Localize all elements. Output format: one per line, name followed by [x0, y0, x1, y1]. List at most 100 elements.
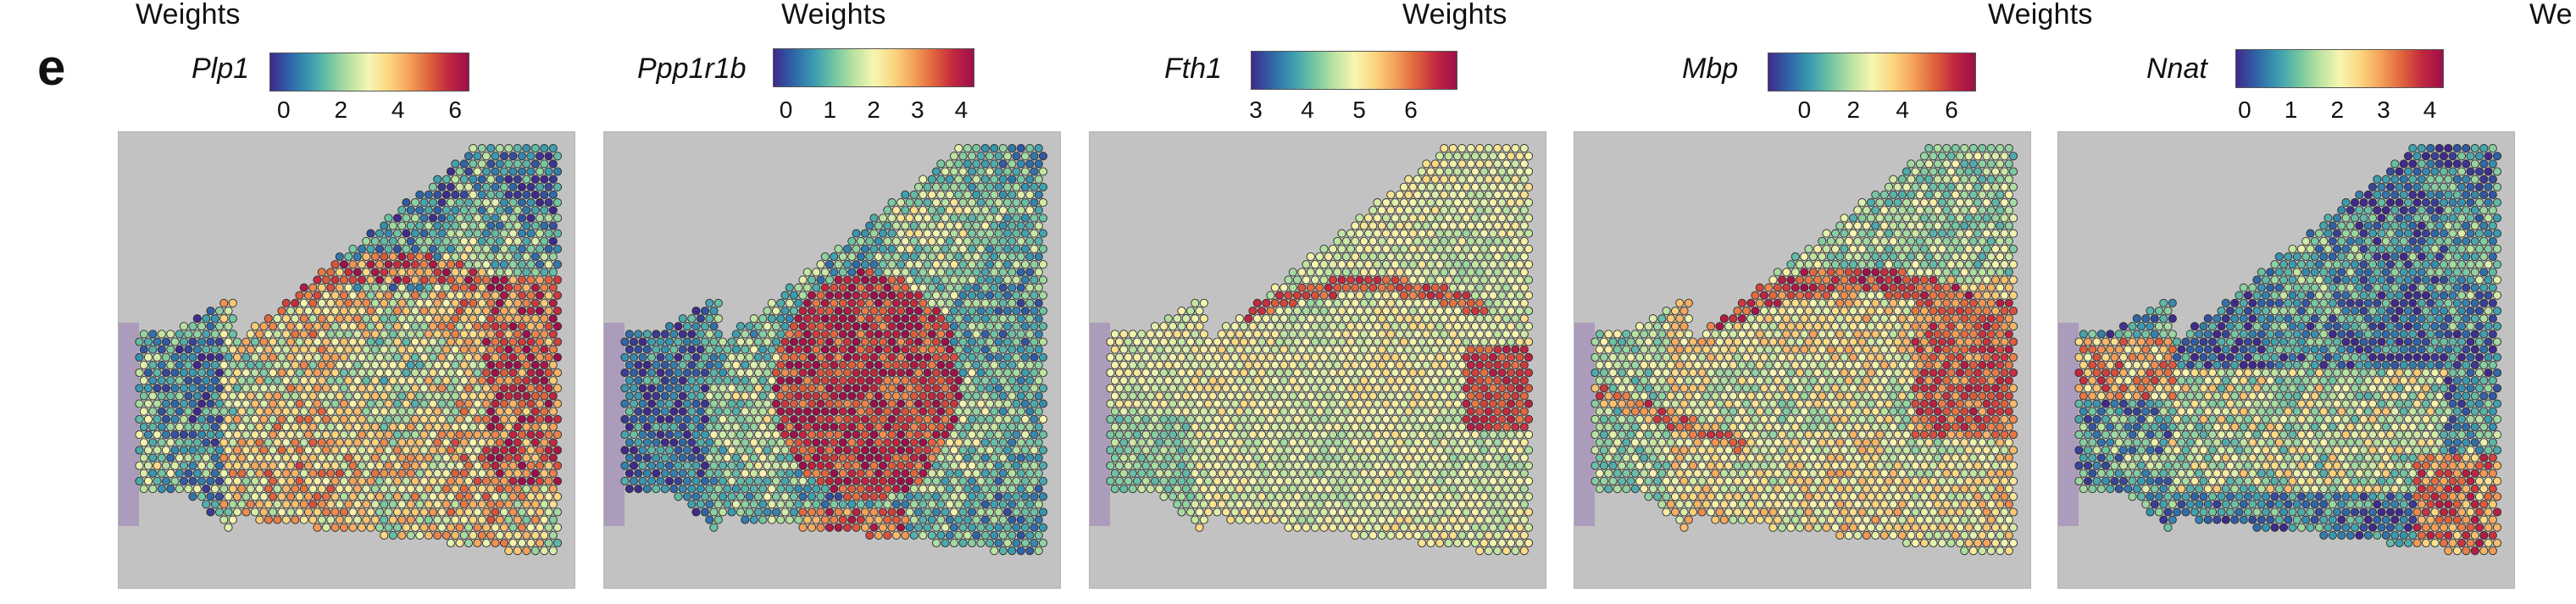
spot — [1466, 298, 1475, 308]
spot — [1159, 322, 1169, 331]
spot — [958, 414, 968, 424]
spot — [188, 352, 197, 362]
spot — [451, 485, 460, 494]
spot — [919, 283, 928, 292]
spot — [1511, 330, 1520, 339]
spot — [647, 337, 657, 346]
spot — [513, 546, 522, 556]
spot — [451, 190, 460, 199]
spot — [1025, 268, 1035, 277]
spot — [656, 414, 665, 424]
spot — [860, 446, 870, 455]
spot — [192, 407, 202, 416]
spot — [909, 236, 919, 246]
spot — [1302, 446, 1311, 455]
spot — [945, 515, 954, 524]
spot — [834, 352, 843, 362]
spot — [620, 414, 630, 424]
spot — [1417, 430, 1427, 440]
spot — [380, 236, 389, 246]
spot — [682, 384, 692, 393]
spot — [830, 515, 839, 524]
spot — [865, 453, 874, 463]
spot — [179, 461, 189, 470]
spot — [1519, 252, 1529, 262]
spot — [308, 407, 318, 416]
spot — [1324, 453, 1333, 463]
spot — [1435, 461, 1445, 470]
spot — [1226, 468, 1235, 478]
spot — [384, 492, 393, 501]
spot — [517, 492, 527, 501]
spot — [273, 360, 282, 369]
spot — [424, 236, 433, 246]
spot — [1292, 291, 1302, 300]
spot — [517, 291, 527, 300]
spot — [491, 523, 500, 532]
spot — [166, 330, 175, 339]
spot — [139, 485, 148, 494]
spot — [1373, 275, 1382, 285]
spot — [856, 360, 865, 369]
spot — [856, 407, 865, 416]
spot — [731, 360, 741, 369]
spot — [202, 407, 211, 416]
spot — [206, 492, 215, 501]
spot — [923, 430, 932, 440]
spot — [388, 376, 397, 385]
spot — [1417, 414, 1427, 424]
spot — [1328, 244, 1338, 253]
spot — [406, 330, 415, 339]
spot — [1030, 384, 1039, 393]
spot — [357, 244, 367, 253]
spot — [273, 330, 282, 339]
spot — [406, 206, 415, 215]
spot — [967, 430, 977, 440]
spot — [504, 515, 514, 524]
spot — [1262, 345, 1271, 354]
spot — [1016, 391, 1025, 401]
spot — [696, 314, 705, 324]
spot — [1252, 407, 1262, 416]
spot — [838, 468, 847, 478]
spot — [1493, 360, 1502, 369]
spot — [1422, 422, 1431, 432]
spot — [1002, 337, 1013, 346]
spot — [179, 352, 189, 362]
spot — [464, 229, 474, 238]
spot — [905, 306, 914, 316]
spot — [1493, 268, 1502, 277]
spot — [428, 368, 438, 378]
spot — [237, 422, 247, 432]
spot — [499, 446, 509, 455]
spot — [682, 446, 692, 455]
spot — [388, 422, 397, 432]
spot — [1208, 468, 1218, 478]
spot — [736, 337, 746, 346]
spot — [749, 314, 758, 324]
spot — [321, 414, 331, 424]
spot — [552, 352, 563, 362]
spot — [1448, 298, 1457, 308]
spot — [883, 376, 892, 385]
spot — [990, 530, 999, 540]
spot — [1020, 368, 1030, 378]
spot — [1292, 337, 1302, 346]
spot — [1395, 407, 1404, 416]
spot — [1288, 314, 1297, 324]
spot — [919, 376, 928, 385]
spot — [874, 453, 883, 463]
spot — [891, 283, 901, 292]
spot — [370, 314, 380, 324]
spot — [834, 399, 843, 408]
spot — [878, 384, 888, 393]
spot — [972, 221, 981, 230]
spot — [1239, 446, 1249, 455]
spot — [508, 229, 518, 238]
spot — [1141, 414, 1151, 424]
spot — [540, 314, 549, 324]
spot — [687, 330, 697, 339]
spot — [224, 306, 233, 316]
spot — [1351, 376, 1360, 385]
spot — [994, 476, 1003, 485]
